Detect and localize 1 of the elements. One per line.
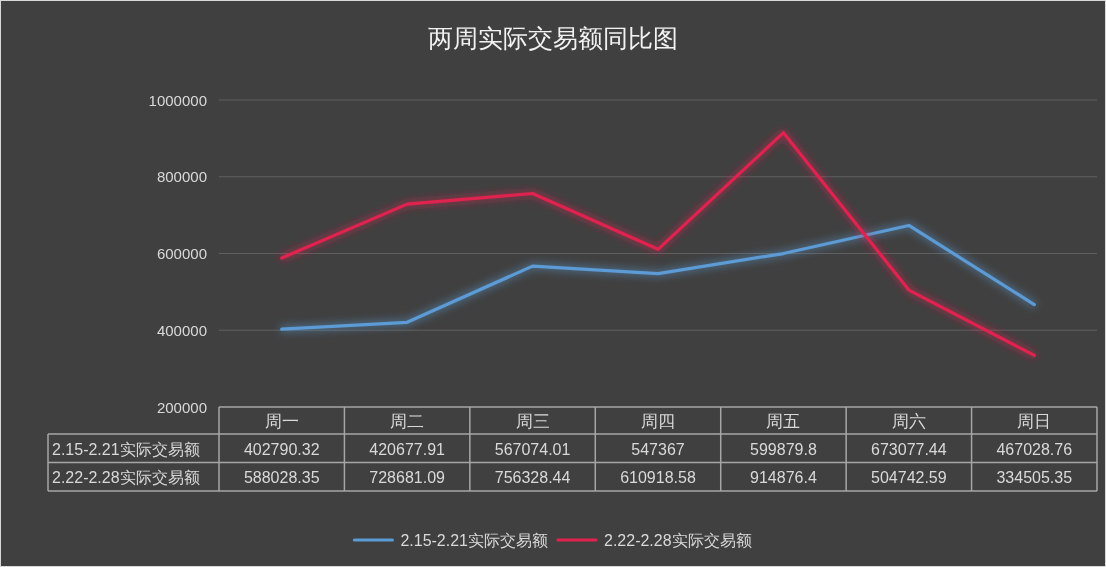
title: 两周实际交易额同比图: [428, 24, 678, 52]
